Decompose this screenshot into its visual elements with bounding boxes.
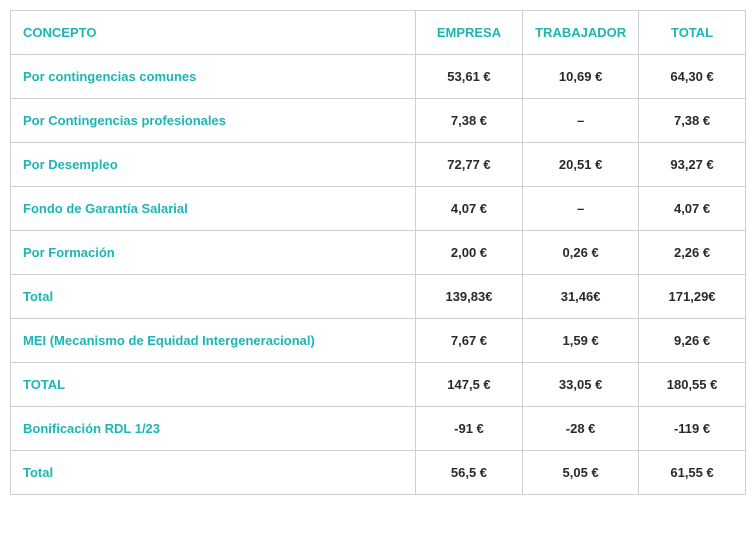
cell-concepto: Bonificación RDL 1/23 — [11, 407, 416, 451]
table-row: Por Formación 2,00 € 0,26 € 2,26 € — [11, 231, 746, 275]
cell-total: 180,55 € — [639, 363, 746, 407]
table-row: MEI (Mecanismo de Equidad Intergeneracio… — [11, 319, 746, 363]
cell-trabajador: 0,26 € — [523, 231, 639, 275]
table-row: Fondo de Garantía Salarial 4,07 € – 4,07… — [11, 187, 746, 231]
cell-total: 9,26 € — [639, 319, 746, 363]
cell-empresa: 147,5 € — [415, 363, 522, 407]
cell-trabajador: -28 € — [523, 407, 639, 451]
cell-concepto: TOTAL — [11, 363, 416, 407]
cell-total: 4,07 € — [639, 187, 746, 231]
cell-concepto: Por Contingencias profesionales — [11, 99, 416, 143]
cell-trabajador: 33,05 € — [523, 363, 639, 407]
cell-empresa: 53,61 € — [415, 55, 522, 99]
cell-concepto: Total — [11, 275, 416, 319]
cell-concepto: Por Formación — [11, 231, 416, 275]
table-row: Por contingencias comunes 53,61 € 10,69 … — [11, 55, 746, 99]
table-row: TOTAL 147,5 € 33,05 € 180,55 € — [11, 363, 746, 407]
header-total: TOTAL — [639, 11, 746, 55]
table-row: Total 139,83€ 31,46€ 171,29€ — [11, 275, 746, 319]
cell-total: 93,27 € — [639, 143, 746, 187]
cell-trabajador: – — [523, 99, 639, 143]
cell-trabajador: 20,51 € — [523, 143, 639, 187]
cell-concepto: Fondo de Garantía Salarial — [11, 187, 416, 231]
cell-trabajador: 5,05 € — [523, 451, 639, 495]
table-row: Bonificación RDL 1/23 -91 € -28 € -119 € — [11, 407, 746, 451]
cell-empresa: -91 € — [415, 407, 522, 451]
cell-trabajador: 31,46€ — [523, 275, 639, 319]
table-row: Total 56,5 € 5,05 € 61,55 € — [11, 451, 746, 495]
cell-trabajador: 10,69 € — [523, 55, 639, 99]
cell-empresa: 72,77 € — [415, 143, 522, 187]
cell-trabajador: 1,59 € — [523, 319, 639, 363]
cell-empresa: 7,67 € — [415, 319, 522, 363]
cell-total: 171,29€ — [639, 275, 746, 319]
cell-total: 64,30 € — [639, 55, 746, 99]
cell-empresa: 7,38 € — [415, 99, 522, 143]
contributions-table: CONCEPTO EMPRESA TRABAJADOR TOTAL Por co… — [10, 10, 746, 495]
cell-empresa: 2,00 € — [415, 231, 522, 275]
cell-concepto: MEI (Mecanismo de Equidad Intergeneracio… — [11, 319, 416, 363]
cell-concepto: Total — [11, 451, 416, 495]
cell-empresa: 56,5 € — [415, 451, 522, 495]
cell-total: 7,38 € — [639, 99, 746, 143]
header-concepto: CONCEPTO — [11, 11, 416, 55]
table-row: Por Desempleo 72,77 € 20,51 € 93,27 € — [11, 143, 746, 187]
table-row: Por Contingencias profesionales 7,38 € –… — [11, 99, 746, 143]
cell-total: 2,26 € — [639, 231, 746, 275]
cell-concepto: Por contingencias comunes — [11, 55, 416, 99]
table-header-row: CONCEPTO EMPRESA TRABAJADOR TOTAL — [11, 11, 746, 55]
cell-empresa: 139,83€ — [415, 275, 522, 319]
header-empresa: EMPRESA — [415, 11, 522, 55]
cell-trabajador: – — [523, 187, 639, 231]
cell-empresa: 4,07 € — [415, 187, 522, 231]
cell-concepto: Por Desempleo — [11, 143, 416, 187]
cell-total: 61,55 € — [639, 451, 746, 495]
cell-total: -119 € — [639, 407, 746, 451]
header-trabajador: TRABAJADOR — [523, 11, 639, 55]
